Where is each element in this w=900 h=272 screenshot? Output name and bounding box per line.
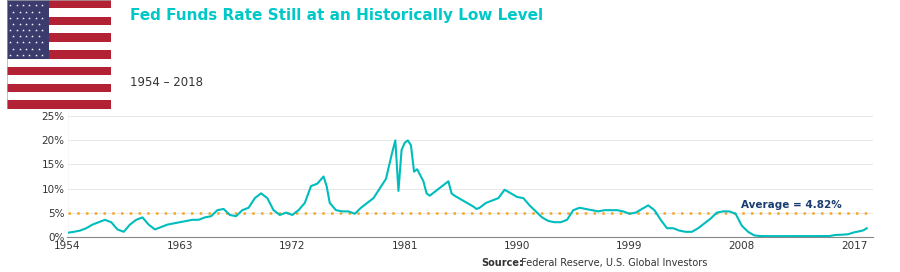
Text: 1954 – 2018: 1954 – 2018 — [130, 76, 203, 89]
Text: Fed Funds Rate Still at an Historically Low Level: Fed Funds Rate Still at an Historically … — [130, 8, 544, 23]
Bar — [7, 17, 111, 25]
Bar — [7, 67, 111, 75]
Text: Source:: Source: — [482, 258, 524, 268]
Bar — [7, 33, 111, 42]
Bar — [7, 100, 111, 109]
Bar — [7, 84, 111, 92]
Bar — [7, 8, 111, 17]
Bar — [7, 92, 111, 100]
Bar — [7, 0, 49, 58]
Bar — [7, 50, 111, 58]
Bar — [7, 42, 111, 50]
Text: Federal Reserve, U.S. Global Investors: Federal Reserve, U.S. Global Investors — [518, 258, 706, 268]
Text: Average = 4.82%: Average = 4.82% — [741, 200, 842, 210]
Bar — [7, 0, 111, 8]
Bar — [7, 75, 111, 84]
Bar — [7, 58, 111, 67]
Bar — [7, 25, 111, 33]
